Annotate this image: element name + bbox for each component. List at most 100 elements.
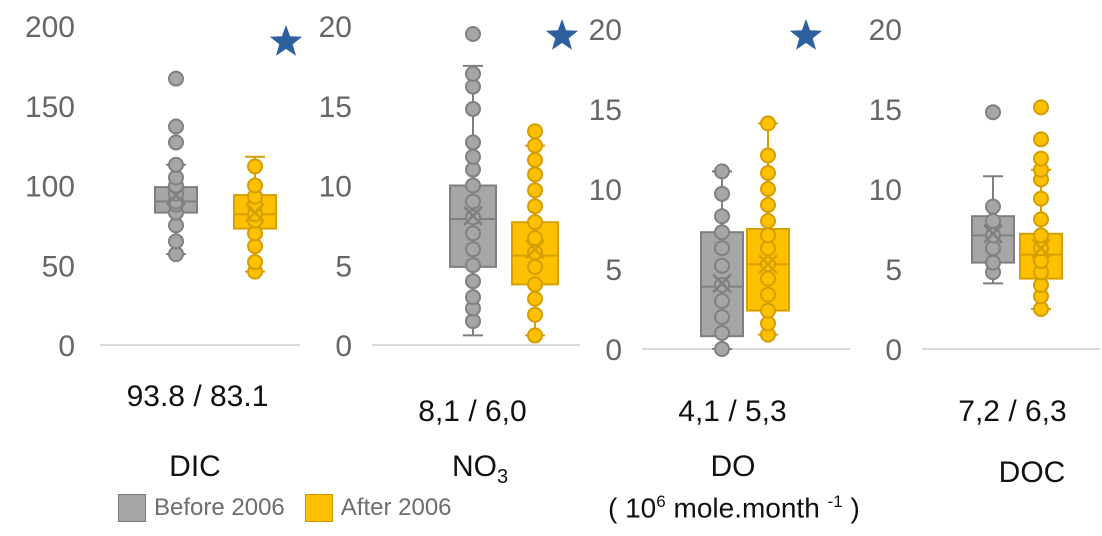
doc-after-data-point	[1033, 99, 1049, 116]
dic-y-tick-label: 50	[42, 250, 75, 283]
no3-after-data-point	[527, 306, 543, 323]
legend: Before 2006 After 2006	[118, 494, 472, 522]
legend-item-before: Before 2006	[118, 494, 285, 522]
do-before-data-point	[714, 208, 730, 225]
dic-after-data-point	[247, 177, 263, 194]
no3-before-data-point	[465, 134, 481, 151]
doc-before-data-point	[985, 104, 1001, 121]
no3-after-data-point	[527, 230, 543, 247]
no3-before-data-point	[465, 273, 481, 290]
doc-after-data-point	[1033, 227, 1049, 244]
dic-significance-star-icon	[269, 25, 303, 56]
doc-y-tick-label: 5	[885, 254, 902, 287]
do-y-tick-label: 10	[589, 174, 622, 207]
doc-before-data-point	[985, 254, 1001, 271]
do-before-data-point	[714, 309, 730, 325]
do-before-data-point	[714, 293, 730, 309]
do-after-data-point	[760, 302, 776, 319]
doc-after-data-point	[1033, 131, 1049, 148]
do-before-data-point	[714, 240, 730, 257]
dic-variable-label: DIC	[169, 450, 221, 483]
no3-before-mean-marker	[463, 205, 483, 226]
no3-after-mean-marker	[525, 239, 545, 260]
do-before-mean-marker	[712, 273, 732, 294]
do-before-data-point	[714, 257, 730, 274]
no3-subscript: 3	[496, 466, 509, 488]
do-variable-label: DO	[710, 450, 756, 483]
doc-y-tick-label: 15	[869, 94, 902, 127]
do-significance-star-icon	[789, 19, 823, 50]
no3-before-data-point	[465, 241, 481, 258]
do-y-tick-label: 20	[589, 14, 622, 47]
unit-exponent-2: -1	[827, 492, 843, 511]
do-before-data-point	[714, 341, 730, 357]
no3-after-data-point	[527, 166, 543, 183]
doc-y-tick-label: 20	[869, 14, 902, 47]
doc-after-data-point	[1033, 150, 1049, 167]
legend-label-before: Before 2006	[154, 494, 285, 521]
dic-y-tick-label: 0	[58, 330, 75, 363]
no3-before-data-point	[465, 148, 481, 165]
no3-after-data-point	[527, 123, 543, 140]
unit-mid: mole.month	[665, 492, 828, 524]
dic-before-data-point	[168, 118, 184, 135]
no3-before-data-point	[465, 100, 481, 117]
doc-after-data-point	[1033, 211, 1049, 228]
no3-after-data-point	[527, 327, 543, 344]
dic-y-tick-label: 100	[25, 171, 75, 204]
do-y-tick-label: 15	[589, 94, 622, 127]
do-after-data-point	[760, 115, 776, 132]
do-after-data-point	[760, 165, 776, 181]
doc-variable-label: DOC	[998, 456, 1066, 489]
do-means-label: 4,1 / 5,3	[678, 395, 787, 428]
no3-before-data-point	[465, 225, 481, 242]
do-after-mean-marker	[758, 254, 778, 275]
legend-item-after: After 2006	[304, 494, 452, 522]
no3-before-data-point	[465, 25, 481, 42]
dic-after-mean-marker	[245, 202, 265, 223]
do-after-data-point	[760, 213, 776, 229]
do-after-data-point	[760, 286, 776, 303]
no3-after-data-point	[527, 182, 543, 199]
doc-means-label: 7,2 / 6,3	[958, 395, 1067, 428]
dic-before-mean-marker	[166, 185, 186, 206]
no3-y-tick-label: 15	[319, 91, 352, 124]
no3-significance-star-icon	[545, 19, 579, 50]
no3-after-data-point	[527, 214, 543, 231]
do-after-data-point	[760, 181, 776, 197]
unit-prefix: ( 10	[608, 492, 657, 524]
do-before-data-point	[714, 224, 730, 241]
doc-y-tick-label: 10	[869, 174, 902, 207]
no3-after-data-point	[527, 290, 543, 307]
doc-before-data-point	[985, 213, 1001, 229]
legend-swatch-after	[304, 494, 333, 522]
no3-before-data-point	[465, 177, 481, 194]
dic-before-data-point	[168, 70, 184, 87]
no3-variable-label: NO3	[425, 450, 535, 489]
no3-after-data-point	[527, 258, 543, 275]
no3-before-data-point	[465, 289, 481, 306]
do-before-data-point	[714, 163, 730, 180]
legend-swatch-before	[118, 494, 146, 522]
no3-after-data-point	[527, 276, 543, 293]
doc-after-mean-marker	[1031, 238, 1051, 259]
no3-before-data-point	[465, 193, 481, 210]
no3-after-data-point	[527, 137, 543, 154]
do-after-data-point	[760, 197, 776, 213]
unit-label: ( 106 mole.month -1 )	[608, 492, 860, 524]
no3-after-data-point	[527, 198, 543, 215]
doc-y-tick-label: 0	[885, 334, 902, 367]
do-y-tick-label: 5	[605, 254, 622, 287]
do-after-data-point	[760, 270, 776, 287]
doc-before-mean-marker	[983, 223, 1003, 244]
do-after-data-point	[760, 227, 776, 244]
no3-y-tick-label: 0	[335, 330, 352, 363]
dic-before-data-point	[168, 156, 184, 173]
dic-y-tick-label: 200	[25, 11, 75, 44]
unit-exponent: 6	[656, 492, 666, 511]
no3-main: NO	[451, 450, 497, 483]
unit-suffix: )	[842, 492, 860, 524]
legend-label-after: After 2006	[340, 494, 452, 521]
doc-before-data-point	[985, 198, 1001, 215]
